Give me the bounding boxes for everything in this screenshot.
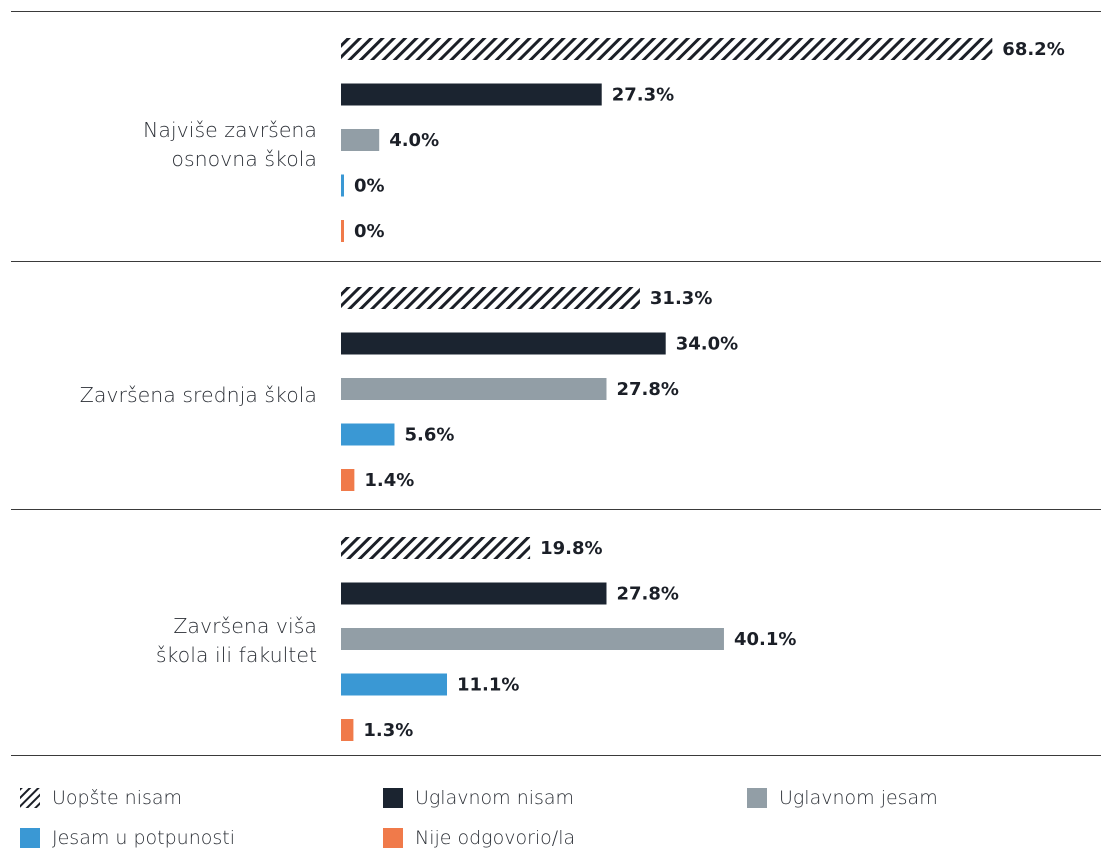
legend-item: Jesam u potpunosti [20,824,235,852]
bar [341,38,993,60]
group-divider [11,509,1101,510]
group-divider [11,755,1101,756]
legend-label: Nije odgovorio/la [415,827,576,849]
bar-value-label: 0% [354,221,385,242]
legend-item: Uglavnom jesam [747,784,938,812]
bar [341,673,448,696]
legend-label: Uglavnom nisam [415,787,575,809]
category-label: Najviše završena osnovna škola [143,118,317,171]
legend-item: Nije odgovorio/la [383,824,575,852]
legend-item: Uopšte nisam [20,784,182,812]
bar [341,287,640,309]
bar [341,332,666,355]
group-divider [11,261,1101,262]
bar-value-label: 68.2% [1002,39,1064,60]
legend-swatch [20,828,40,848]
bar [341,719,354,741]
category-label: Završena viša škola ili fakultet [155,614,317,667]
legend-label: Jesam u potpunosti [52,827,235,849]
bar-value-label: 1.4% [364,470,414,491]
bar [341,220,344,242]
bar-value-label: 27.8% [616,584,678,605]
legend-label: Uopšte nisam [52,787,183,809]
bars-svg: 68.2% 27.3% 4.0% 0% 0% 31.3% 34.0% 27.8% 5.6% 1.4… [341,38,1065,741]
chart-area: Najviše završena osnovna škola Završena … [11,11,1101,756]
group-divider [11,11,1101,12]
bar [341,628,724,650]
bar-value-label: 5.6% [404,425,454,446]
legend-swatch [383,828,403,848]
bar-value-label: 1.3% [363,720,413,741]
legend: Uopšte nisam Uglavnom nisam Uglavnom jes… [20,770,1100,850]
legend-label: Uglavnom jesam [779,787,938,809]
bar [341,378,607,400]
bar-value-label: 11.1% [457,675,519,696]
legend-item: Uglavnom nisam [383,784,574,812]
bar-value-label: 40.1% [734,629,796,650]
bar-value-label: 27.3% [612,85,674,106]
bar [341,469,355,491]
bar [341,83,602,106]
bar-value-label: 0% [354,176,385,197]
bar-value-label: 27.8% [616,379,678,400]
legend-swatch-hatched [20,788,40,808]
bar [341,423,395,446]
bar-value-label: 4.0% [389,130,439,151]
bar-value-label: 19.8% [540,538,602,559]
category-label: Završena srednja škola [79,383,317,407]
bar [341,537,531,559]
legend-swatch [747,788,767,808]
bar [341,129,380,151]
bar-value-label: 34.0% [676,334,738,355]
bar [341,174,344,197]
bar [341,582,607,605]
bar-value-label: 31.3% [650,288,712,309]
legend-swatch [383,788,403,808]
